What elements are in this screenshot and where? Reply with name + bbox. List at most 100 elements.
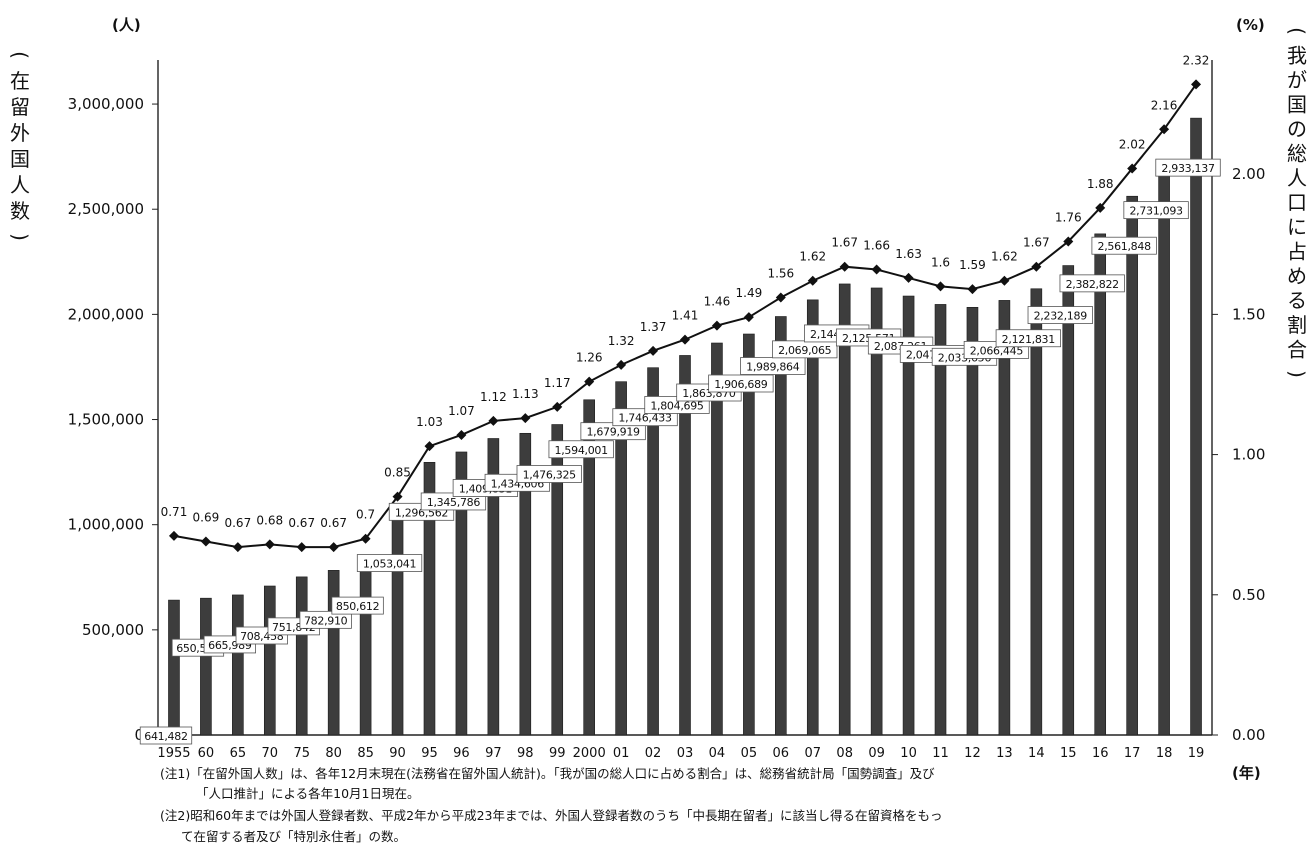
ratio-value-label: 1.62 — [799, 250, 826, 264]
bar-value-label-text: 2,933,137 — [1161, 162, 1215, 175]
x-tick-label: 04 — [709, 746, 726, 761]
bar-value-label-text: 2,069,065 — [778, 344, 832, 357]
ratio-value-label: 1.49 — [736, 286, 763, 300]
bar-value-label: 2,561,848 — [1091, 236, 1157, 255]
ratio-point — [1191, 79, 1202, 90]
bar — [551, 424, 564, 736]
ratio-point — [711, 320, 722, 331]
left-tick-label: 3,000,000 — [68, 95, 144, 113]
bar-value-label-text: 2,121,831 — [1002, 333, 1055, 346]
bar-value-label: 1,989,864 — [740, 357, 806, 375]
x-tick-label: 2000 — [573, 746, 606, 761]
left-tick-label: 500,000 — [82, 621, 144, 639]
bar — [423, 462, 436, 736]
right-tick-label: 1.00 — [1232, 446, 1265, 464]
ratio-value-label: 1.26 — [576, 351, 603, 365]
right-axis-label-char: 割 — [1287, 313, 1307, 337]
bar-value-label-box — [356, 554, 423, 572]
ratio-value-label: 1.17 — [544, 376, 571, 390]
x-tick-label: 96 — [453, 746, 470, 761]
bar-value-label: 782,910 — [299, 610, 352, 629]
ratio-value-label: 2.32 — [1183, 53, 1210, 67]
x-tick-label: 16 — [1092, 746, 1109, 761]
ratio-value-label: 0.7 — [356, 508, 375, 522]
left-axis-label: (在留外国人数) — [8, 51, 32, 241]
x-tick-label: 75 — [293, 746, 310, 761]
x-tick-label: 1955 — [157, 746, 190, 761]
bar — [647, 367, 659, 736]
x-tick-label: 60 — [198, 746, 215, 761]
ratio-value-label: 1.32 — [608, 334, 635, 348]
note-2-cont: て在留する者及び「特別永住者」の数。 — [181, 829, 407, 844]
bar-value-labels: 641,482650,566665,989708,458751,842782,9… — [139, 158, 1221, 745]
ratio-point — [360, 533, 371, 544]
right-tick-label: 1.50 — [1232, 305, 1265, 323]
right-axis-label-char: に — [1287, 215, 1307, 239]
bar — [295, 576, 308, 736]
bar — [902, 295, 915, 736]
ratio-point — [1159, 124, 1170, 135]
ratio-point — [648, 345, 659, 356]
ratio-point — [807, 275, 818, 286]
left-axis-label-char: 数 — [10, 199, 30, 223]
bar — [679, 355, 691, 736]
bar-value-label-text: 782,910 — [304, 614, 348, 627]
right-axis-label-char: 口 — [1287, 191, 1307, 215]
x-tick-labels: 1955 60 65 70 75 80 85 90 95 96 97 98 99 2000 01 02 03 04… — [157, 746, 1204, 761]
bar-value-label-text: 1,053,041 — [363, 558, 416, 571]
bar-value-label-box — [299, 610, 352, 629]
left-tick-label: 1,500,000 — [68, 411, 144, 429]
left-axis-label-char: ) — [8, 233, 32, 241]
left-tick-label: 2,500,000 — [68, 200, 144, 218]
ratio-value-label: 1.59 — [959, 258, 986, 272]
left-tick-label: 2,000,000 — [68, 305, 144, 323]
bar — [775, 316, 787, 736]
bar — [1126, 195, 1138, 736]
left-axis-label-char: 在 — [10, 69, 30, 93]
bar-value-label-text: 1,804,695 — [650, 399, 704, 412]
bar — [838, 283, 851, 736]
bar — [1094, 233, 1107, 736]
ratio-point — [903, 272, 914, 283]
ratio-value-label: 1.41 — [672, 309, 699, 323]
bar-value-label-box — [1091, 236, 1157, 255]
bar-value-label-text: 1,345,786 — [427, 496, 481, 509]
ratio-value-label: 1.56 — [767, 267, 794, 281]
x-tick-label: 80 — [325, 746, 342, 761]
bar — [934, 304, 947, 736]
ratio-value-label: 2.02 — [1119, 138, 1146, 152]
right-axis-label-char: ) — [1285, 370, 1309, 378]
bar — [870, 287, 883, 736]
x-tick-label: 03 — [677, 746, 694, 761]
bar — [327, 570, 340, 736]
x-tick-label: 65 — [230, 746, 247, 761]
ratio-point — [552, 401, 563, 412]
right-axis-label-char: が — [1287, 68, 1307, 92]
ratio-line-series — [168, 79, 1202, 553]
bar-value-label-box — [548, 440, 614, 459]
note-2: (注2)昭和60年までは外国人登録者数、平成2年から平成23年までは、外国人登録… — [160, 808, 943, 823]
ratio-value-label: 1.62 — [991, 250, 1018, 264]
bar — [1190, 117, 1202, 736]
bar-value-label-box — [139, 726, 193, 745]
x-tick-label: 02 — [645, 746, 662, 761]
bar-value-label-text: 1,594,001 — [555, 444, 608, 457]
bar-value-label: 2,382,822 — [1059, 274, 1125, 293]
bar-value-label-text: 1,989,864 — [746, 361, 800, 374]
right-tick-label: 0.00 — [1232, 726, 1265, 744]
left-tick-label: 0 — [134, 726, 144, 744]
bar-value-label-box — [995, 329, 1061, 348]
bar-value-label-text: 2,232,189 — [1034, 310, 1088, 323]
right-axis-label-char: め — [1287, 264, 1307, 288]
x-tick-label: 95 — [421, 746, 438, 761]
ratio-value-label: 1.67 — [831, 236, 858, 250]
x-tick-label: 05 — [741, 746, 758, 761]
ratio-value-label: 1.46 — [704, 295, 731, 309]
ratio-point — [424, 441, 435, 452]
ratio-value-label: 1.88 — [1087, 177, 1114, 191]
right-axis-label-char: 合 — [1287, 338, 1307, 362]
ratio-value-label: 1.63 — [895, 247, 922, 261]
bar — [615, 381, 627, 736]
x-tick-label: 12 — [964, 746, 981, 761]
x-tick-label: 13 — [996, 746, 1013, 761]
